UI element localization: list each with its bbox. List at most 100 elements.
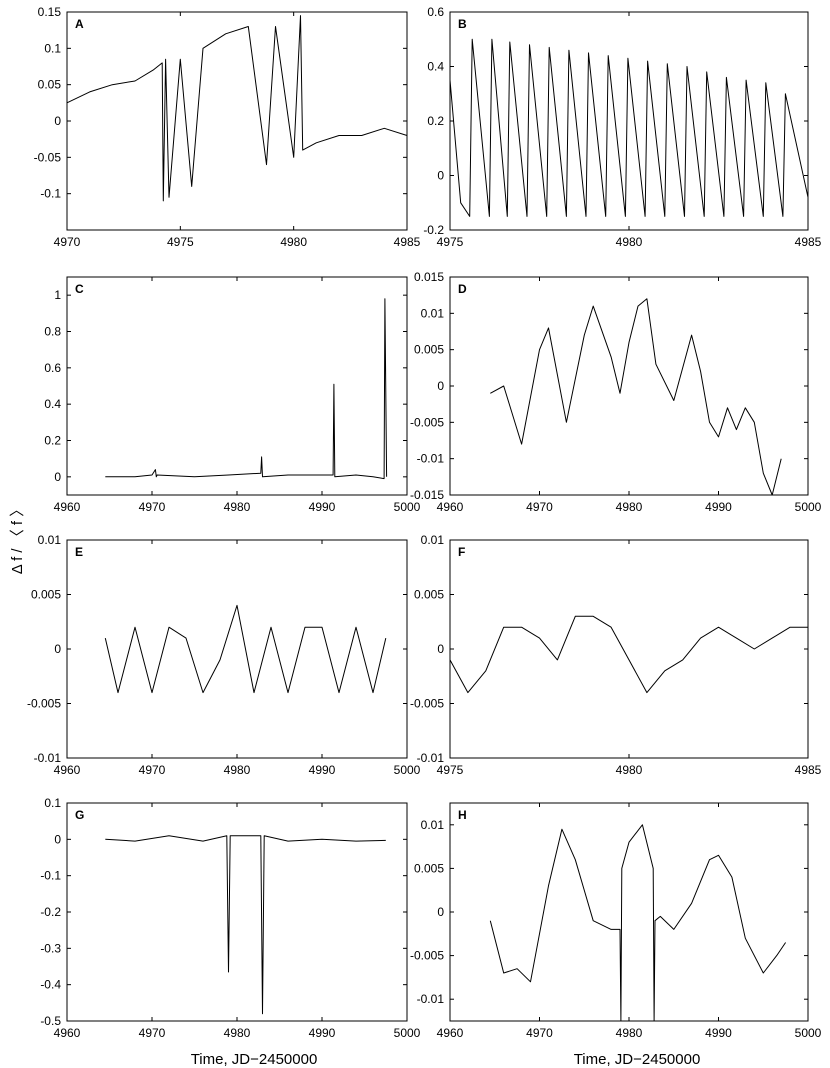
- y-tick-label: 0: [437, 379, 444, 393]
- x-tick-label: 4960: [437, 500, 464, 514]
- y-tick-label: 0: [437, 905, 444, 919]
- plot-frame: [449, 11, 809, 231]
- y-tick-label: -0.015: [410, 488, 444, 502]
- y-tick-label: 0.015: [414, 270, 444, 284]
- y-tick-label: -0.01: [417, 751, 445, 765]
- y-tick-label: 0: [54, 832, 61, 846]
- y-tick-label: -0.3: [40, 941, 61, 955]
- x-tick-label: 4970: [139, 1026, 166, 1040]
- y-tick-label: 0.15: [38, 5, 62, 19]
- y-tick-label: -0.01: [417, 992, 445, 1006]
- y-tick-label: 0.005: [414, 588, 444, 602]
- panel-letter: A: [75, 17, 84, 31]
- y-tick-label: 0: [54, 642, 61, 656]
- y-tick-label: 0.005: [414, 861, 444, 875]
- x-tick-label: 4980: [616, 235, 643, 249]
- y-tick-label: 0.2: [44, 434, 61, 448]
- x-tick-label: 4970: [139, 763, 166, 777]
- x-tick-label: 5000: [795, 500, 822, 514]
- y-tick-label: 0.4: [44, 397, 61, 411]
- y-tick-label: 0: [54, 114, 61, 128]
- panel-e: 4960 4970 4980 4990 5000 -0.01 -0.005 0 0.005 0.0…: [27, 533, 421, 777]
- x-axis-label-right: Time, JD−2450000: [574, 1051, 701, 1068]
- plot-frame: [66, 11, 408, 231]
- y-tick-label: 0.01: [421, 818, 445, 832]
- y-tick-label: 0.2: [427, 114, 444, 128]
- x-tick-label: 5000: [394, 763, 421, 777]
- y-tick-label: 0.8: [44, 325, 61, 339]
- series-line-g: [105, 835, 386, 1015]
- panel-h: 4960 4970 4980 4990 5000 -0.01 -0.005 0 0.005 0.0…: [410, 802, 822, 1040]
- y-tick-label: -0.005: [410, 415, 444, 429]
- panel-letter: B: [458, 17, 467, 31]
- y-tick-label: 0.1: [44, 41, 61, 55]
- y-tick-label: 0: [437, 642, 444, 656]
- panel-b: 4975 4980 4985 -0.2 0 0.2 0.4 0.6 B: [423, 5, 821, 249]
- x-tick-label: 4985: [394, 235, 421, 249]
- x-tick-label: 5000: [394, 500, 421, 514]
- y-tick-label: 0.01: [421, 306, 445, 320]
- x-tick-label: 4975: [167, 235, 194, 249]
- y-tick-label: 0.6: [427, 5, 444, 19]
- y-tick-label: -0.5: [40, 1014, 61, 1028]
- y-tick-label: 0.4: [427, 60, 444, 74]
- y-tick-label: 0: [54, 470, 61, 484]
- x-tick-label: 4980: [280, 235, 307, 249]
- x-tick-label: 4960: [54, 763, 81, 777]
- y-tick-label: -0.01: [417, 452, 445, 466]
- x-tick-label: 4960: [437, 1026, 464, 1040]
- plot-frame: [66, 539, 408, 759]
- series-line-e: [104, 604, 387, 694]
- y-tick-label: 1: [54, 288, 61, 302]
- series-line-a: [66, 15, 408, 202]
- series-line-d: [490, 298, 782, 496]
- panel-a: 4970 4975 4980 4985 -0.1 -0.05 0 0.05 0.1 0.15 A: [34, 5, 421, 249]
- y-tick-label: 0.05: [38, 78, 62, 92]
- y-tick-label: -0.2: [40, 905, 61, 919]
- plot-frame: [449, 802, 809, 1022]
- x-axis-label-left: Time, JD−2450000: [191, 1051, 318, 1068]
- panel-letter: F: [458, 545, 465, 559]
- panel-letter: D: [458, 282, 467, 296]
- y-tick-label: 0.1: [44, 796, 61, 810]
- x-tick-label: 4970: [54, 235, 81, 249]
- x-tick-label: 4970: [526, 500, 553, 514]
- x-tick-label: 4980: [616, 1026, 643, 1040]
- x-tick-label: 4975: [437, 763, 464, 777]
- panel-g: 4960 4970 4980 4990 5000 -0.5 -0.4 -0.3 -0.2 -0.1…: [40, 796, 420, 1040]
- y-tick-label: 0.01: [38, 533, 62, 547]
- x-tick-label: 4990: [309, 500, 336, 514]
- y-tick-label: -0.1: [40, 187, 61, 201]
- y-tick-label: -0.005: [410, 949, 444, 963]
- x-tick-label: 4980: [224, 1026, 251, 1040]
- panel-letter: E: [75, 545, 83, 559]
- x-tick-label: 4990: [705, 500, 732, 514]
- panel-letter: G: [75, 808, 84, 822]
- x-tick-label: 4980: [616, 763, 643, 777]
- x-tick-label: 4985: [795, 763, 822, 777]
- y-tick-label: -0.01: [34, 751, 62, 765]
- y-tick-label: -0.05: [34, 150, 62, 164]
- y-tick-label: -0.005: [410, 697, 444, 711]
- x-tick-label: 5000: [394, 1026, 421, 1040]
- x-tick-label: 4990: [309, 763, 336, 777]
- y-tick-label: 0.005: [31, 588, 61, 602]
- y-axis-label: Δ f / 〈 f 〉: [9, 502, 26, 575]
- x-tick-label: 4960: [54, 1026, 81, 1040]
- x-tick-label: 4975: [437, 235, 464, 249]
- panel-f: 4975 4980 4985 -0.01 -0.005 0 0.005 0.01 F: [410, 533, 822, 777]
- panels: 4970 4975 4980 4985-0.1-0.0500.050.10.15A49…: [27, 5, 822, 1040]
- y-tick-label: 0.01: [421, 533, 445, 547]
- panel-letter: C: [75, 282, 84, 296]
- panel-c: 4960 4970 4980 4990 5000 0 0.2 0.4 0.6 0.8 1 C: [44, 276, 421, 514]
- x-tick-label: 4980: [224, 500, 251, 514]
- panel-d: 4960 4970 4980 4990 5000 -0.015 -0.01 -0.005 0 0.…: [410, 270, 822, 514]
- x-tick-label: 4990: [705, 1026, 732, 1040]
- y-tick-label: -0.1: [40, 869, 61, 883]
- y-tick-label: 0: [437, 169, 444, 183]
- y-tick-label: 0.6: [44, 361, 61, 375]
- x-tick-label: 4980: [224, 763, 251, 777]
- x-tick-label: 4985: [795, 235, 822, 249]
- x-tick-label: 4960: [54, 500, 81, 514]
